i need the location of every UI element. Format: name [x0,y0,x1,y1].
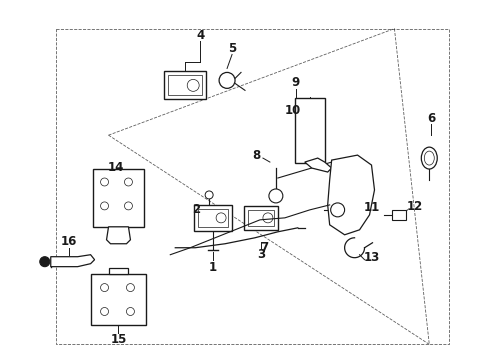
Bar [248,210,274,226]
Bar [93,169,145,227]
Circle shape [100,284,108,292]
Circle shape [40,257,50,267]
Bar [392,210,406,220]
Text: 2: 2 [192,203,200,216]
Circle shape [219,72,235,88]
Text: 10: 10 [285,104,301,117]
Polygon shape [51,255,95,267]
Text: 7: 7 [260,241,268,254]
Text: 13: 13 [364,251,380,264]
Ellipse shape [421,147,437,169]
Circle shape [126,307,134,315]
Text: 12: 12 [406,201,422,213]
Bar [168,75,202,95]
Circle shape [263,213,273,223]
Text: 3: 3 [257,248,265,261]
Bar [164,71,206,99]
Polygon shape [106,227,130,244]
Text: 16: 16 [60,235,77,248]
Text: 9: 9 [292,76,300,89]
Text: 1: 1 [209,261,217,274]
Text: 14: 14 [107,161,123,174]
Circle shape [205,191,213,199]
Circle shape [124,202,132,210]
Bar [244,206,278,230]
Circle shape [100,202,108,210]
Circle shape [100,178,108,186]
Bar [295,98,325,163]
Circle shape [216,213,226,223]
Text: 4: 4 [196,29,204,42]
Circle shape [124,178,132,186]
Text: 5: 5 [228,42,236,55]
Text: 11: 11 [364,201,380,215]
Circle shape [187,80,199,91]
Text: 6: 6 [427,112,436,125]
Circle shape [100,307,108,315]
Polygon shape [328,155,374,235]
Bar [198,209,228,227]
Polygon shape [305,158,332,172]
Polygon shape [108,268,128,274]
Bar [91,274,147,325]
Circle shape [126,284,134,292]
Circle shape [269,189,283,203]
Text: 8: 8 [252,149,260,162]
Circle shape [331,203,344,217]
Text: 15: 15 [110,333,127,346]
Bar [194,205,232,231]
